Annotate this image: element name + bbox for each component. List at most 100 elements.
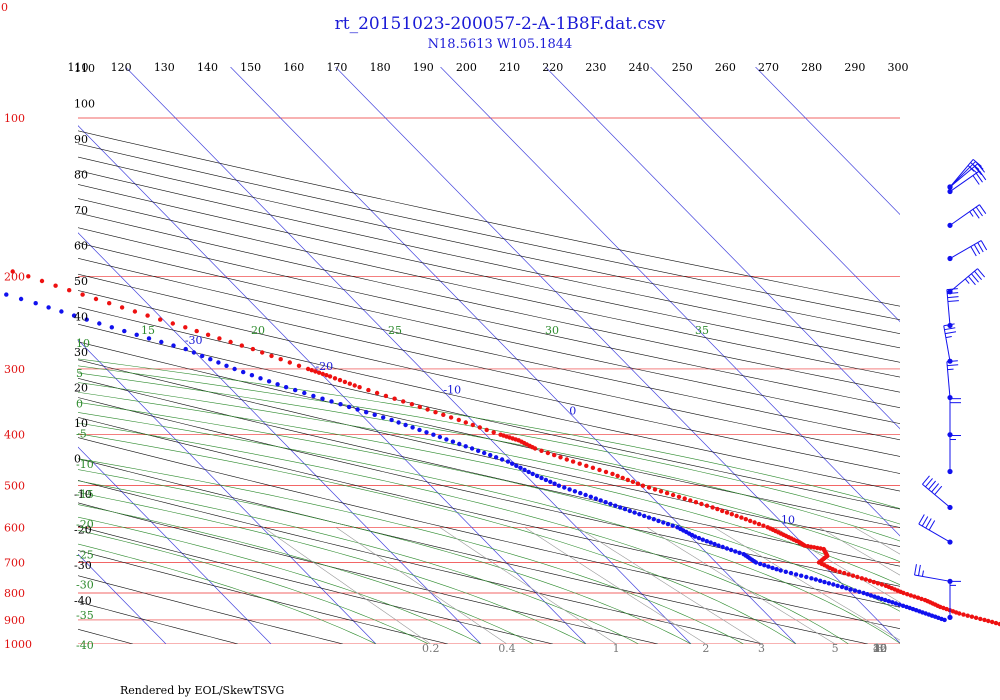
temperature-point [997, 621, 1000, 627]
dewpoint-point [543, 477, 549, 483]
dewpoint-point [562, 485, 567, 490]
dewpoint-point [46, 305, 51, 310]
dewpoint-point [656, 518, 661, 524]
temperature-point [739, 515, 744, 520]
dewpoint-point [338, 402, 343, 407]
chart-subtitle: N18.5613 W105.1844 [428, 37, 573, 52]
dewpoint-point [758, 561, 763, 567]
theta-label: 230 [585, 61, 606, 74]
moist-adiabat-left-label: -5 [76, 428, 87, 441]
temperature-point [965, 613, 970, 618]
theta-label: 140 [197, 61, 218, 74]
wind-barb-staff [914, 574, 951, 582]
wind-barb-flag [977, 242, 984, 253]
moist-adiabat-line [78, 529, 429, 644]
dewpoint-point [733, 549, 738, 554]
moist-adiabat-line [78, 382, 900, 562]
dewpoint-point [556, 483, 562, 488]
dewpoint-point [632, 510, 637, 515]
left-temperature-label: 0 [74, 453, 81, 466]
dewpoint-point [813, 577, 818, 582]
temperature-point [986, 618, 991, 624]
dewpoint-point [33, 301, 38, 306]
temperature-point [590, 465, 596, 470]
corner-mark: 0 [1, 1, 8, 14]
moist-adiabat-left-label: -30 [76, 579, 94, 592]
mixing-ratio-line [920, 527, 1000, 644]
dewpoint-point [844, 586, 849, 591]
temperature-point [26, 274, 31, 279]
left-temperature-label: -10 [74, 488, 92, 501]
moist-adiabat-line [78, 516, 482, 644]
wind-barb-flag [971, 273, 979, 283]
temperature-point [908, 593, 913, 598]
moist-adiabat-label: 30 [545, 324, 559, 337]
moist-adiabat-line [78, 365, 900, 525]
dewpoint-point [232, 366, 237, 372]
dewpoint-point [804, 574, 809, 580]
left-temperature-label: 50 [74, 275, 88, 288]
dry-adiabat-line [78, 416, 900, 608]
dewpoint-point [737, 550, 742, 555]
temperature-point [491, 430, 496, 435]
mixing-ratio-label: 20 [873, 642, 887, 655]
temperature-point [409, 402, 415, 407]
dewpoint-point [904, 604, 909, 610]
dewpoint-point [171, 343, 176, 348]
dewpoint-point [900, 603, 906, 608]
wind-barb-half-flag [964, 278, 970, 284]
dewpoint-point [84, 317, 89, 322]
temperature-point [640, 483, 646, 488]
dewpoint-point [593, 496, 598, 501]
dewpoint-point [741, 552, 746, 557]
theta-label: 270 [758, 61, 779, 74]
isotherm-line [125, 67, 692, 644]
dewpoint-point [208, 357, 213, 362]
mixing-ratio-label: 2 [702, 642, 709, 655]
wind-barb-flag [917, 564, 921, 576]
temperature-point [278, 357, 283, 362]
dewpoint-point [216, 360, 221, 365]
pressure-tick-label: 700 [4, 557, 25, 570]
temperature-point [119, 305, 125, 310]
moist-adiabat-left-label: -15 [76, 488, 94, 501]
temperature-point [625, 477, 630, 483]
dewpoint-point [857, 589, 862, 594]
dewpoint-point [488, 452, 493, 458]
temperature-point [93, 296, 99, 302]
dry-adiabat-line [78, 341, 900, 528]
temperature-point [905, 592, 910, 597]
wind-barb-flag [973, 244, 981, 255]
dewpoint-point [97, 321, 102, 326]
wind-barb-staff [949, 268, 978, 293]
left-temperature-label: -20 [74, 524, 92, 537]
theta-label: 260 [715, 61, 736, 74]
temperature-point [729, 512, 734, 517]
dewpoint-point [809, 576, 814, 581]
pressure-tick-label: 1000 [4, 638, 32, 651]
dewpoint-point [670, 523, 675, 528]
moist-adiabat-label: 25 [388, 324, 402, 337]
mixing-ratio-label: 40 [873, 642, 887, 655]
wind-barb-flag [944, 327, 956, 331]
isotherm-line [545, 67, 900, 430]
dewpoint-point [552, 481, 557, 486]
dewpoint-point [417, 427, 422, 433]
theta-label: 190 [413, 61, 434, 74]
temperature-point [80, 292, 85, 297]
dewpoint-point [879, 596, 884, 602]
temperature-point [552, 452, 557, 458]
temperature-point [183, 325, 188, 330]
dewpoint-point [4, 292, 9, 297]
chart-title: rt_20151023-200057-2-A-1B8F.dat.csv [335, 14, 666, 34]
left-temperature-label: 30 [74, 346, 88, 359]
temperature-point [922, 597, 928, 603]
moist-adiabat-line [78, 401, 900, 612]
dewpoint-point [588, 494, 593, 499]
dewpoint-point [567, 487, 572, 492]
wind-barb-flag [968, 276, 976, 286]
moist-adiabat-line [78, 422, 849, 644]
clipped-grid [78, 67, 1000, 644]
isotherm-line [78, 125, 587, 644]
